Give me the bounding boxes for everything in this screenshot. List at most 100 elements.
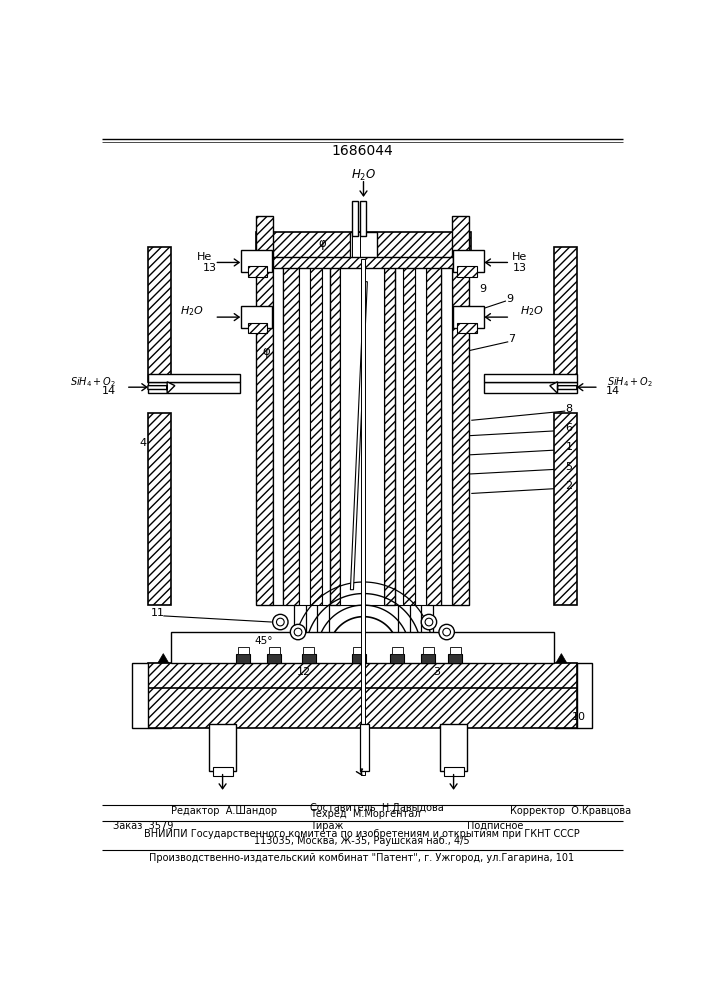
Polygon shape <box>158 654 169 663</box>
Bar <box>423 647 433 654</box>
Bar <box>452 259 469 605</box>
Bar <box>457 266 477 277</box>
Bar <box>484 374 577 382</box>
Bar <box>256 216 273 259</box>
Text: 11: 11 <box>151 608 165 618</box>
Text: 13: 13 <box>202 263 216 273</box>
Bar <box>385 259 395 605</box>
Bar <box>236 654 250 663</box>
Text: φ: φ <box>262 344 269 358</box>
Circle shape <box>276 618 284 626</box>
Bar <box>390 654 404 663</box>
Bar <box>148 382 240 393</box>
Bar <box>554 663 577 728</box>
Polygon shape <box>148 382 175 393</box>
Text: 6: 6 <box>566 423 573 433</box>
Text: Не: Не <box>512 252 527 262</box>
Polygon shape <box>351 282 368 590</box>
Bar <box>238 647 249 654</box>
Text: 10: 10 <box>572 712 586 722</box>
Bar <box>484 382 577 393</box>
Text: 9: 9 <box>506 294 513 304</box>
Text: Техред  М.Моргентал: Техред М.Моргентал <box>310 809 420 819</box>
Polygon shape <box>550 382 577 393</box>
Polygon shape <box>556 654 567 663</box>
Bar <box>132 663 148 728</box>
Bar <box>448 654 462 663</box>
Text: 45°: 45° <box>254 636 273 646</box>
Bar <box>426 259 441 605</box>
Text: Заказ  3579: Заказ 3579 <box>113 821 174 831</box>
Bar <box>360 724 369 771</box>
Text: $H_2O$: $H_2O$ <box>180 304 204 318</box>
Circle shape <box>273 614 288 630</box>
Bar <box>354 647 364 654</box>
Bar <box>350 232 378 259</box>
Circle shape <box>443 628 450 636</box>
Circle shape <box>294 628 302 636</box>
Text: 1: 1 <box>566 442 573 452</box>
Bar <box>303 647 314 654</box>
Bar <box>148 374 240 382</box>
Bar <box>256 232 472 259</box>
Bar <box>452 250 484 272</box>
Bar <box>415 259 426 605</box>
Text: 4: 4 <box>139 438 146 448</box>
Bar <box>148 663 171 728</box>
Bar <box>457 323 477 333</box>
Bar <box>352 654 366 663</box>
Text: 8: 8 <box>566 404 573 414</box>
Circle shape <box>425 618 433 626</box>
Bar <box>269 647 279 654</box>
Text: Составитель  Н.Давыдова: Составитель Н.Давыдова <box>310 803 443 813</box>
Text: 12: 12 <box>297 667 311 677</box>
Text: 7: 7 <box>508 334 515 344</box>
Bar <box>392 647 403 654</box>
Bar <box>450 647 460 654</box>
Bar <box>267 654 281 663</box>
Bar <box>395 259 403 605</box>
Text: Редактор  А.Шандор: Редактор А.Шандор <box>171 806 277 816</box>
Bar <box>241 250 272 272</box>
Bar <box>403 259 415 605</box>
Text: 14: 14 <box>101 386 115 396</box>
Bar <box>299 259 310 605</box>
Bar <box>440 724 467 771</box>
Bar <box>256 259 273 605</box>
Bar <box>441 259 452 605</box>
Text: φ: φ <box>319 237 327 250</box>
Bar <box>302 654 316 663</box>
Bar <box>421 654 435 663</box>
Text: $SiH_4+O_2$: $SiH_4+O_2$ <box>607 375 653 389</box>
Text: $H_2O$: $H_2O$ <box>520 304 544 318</box>
Text: Тираж: Тираж <box>310 821 343 831</box>
Text: $H_2O$: $H_2O$ <box>351 168 376 183</box>
Text: $SiH_4+O_2$: $SiH_4+O_2$ <box>70 375 117 389</box>
Text: 113035, Москва, Ж-35, Раушская наб., 4/5: 113035, Москва, Ж-35, Раушская наб., 4/5 <box>254 836 469 846</box>
Bar <box>148 413 171 605</box>
Bar <box>329 259 340 605</box>
Bar <box>148 688 577 728</box>
Text: 1686044: 1686044 <box>331 144 393 158</box>
Bar <box>352 201 358 235</box>
Bar <box>148 663 577 690</box>
Text: 5: 5 <box>566 462 573 472</box>
Circle shape <box>421 614 437 630</box>
Bar <box>248 323 267 333</box>
Bar <box>340 259 385 605</box>
Bar <box>452 216 469 259</box>
Text: 13: 13 <box>513 263 527 273</box>
Circle shape <box>291 624 305 640</box>
Bar <box>322 259 329 605</box>
Bar <box>310 259 322 605</box>
Text: 2: 2 <box>566 481 573 491</box>
Bar <box>452 306 484 328</box>
Bar <box>554 247 577 382</box>
Bar <box>148 247 171 382</box>
Text: Подписное: Подписное <box>467 821 524 831</box>
Bar <box>241 306 272 328</box>
Text: ВНИИПИ Государственного комитета по изобретениям и открытиям при ГКНТ СССР: ВНИИПИ Государственного комитета по изоб… <box>144 829 580 839</box>
Bar <box>214 767 233 776</box>
Bar <box>444 767 464 776</box>
Text: Производственно-издательский комбинат "Патент", г. Ужгород, ул.Гагарина, 101: Производственно-издательский комбинат "П… <box>149 853 575 863</box>
